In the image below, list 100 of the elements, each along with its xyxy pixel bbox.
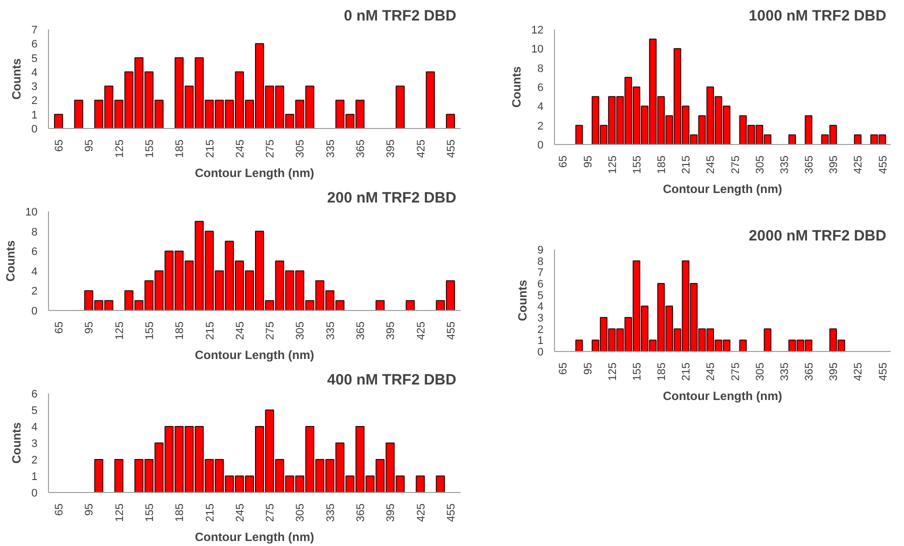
y-tick-label: 6 — [537, 82, 544, 94]
y-axis-title: Counts — [9, 58, 24, 100]
chart-title: 1000 nM TRF2 DBD — [748, 8, 886, 24]
y-tick-label: 2 — [31, 454, 38, 466]
x-axis-title: Contour Length (nm) — [194, 530, 314, 544]
y-tick-label: 9 — [537, 244, 544, 256]
y-tick-label: 5 — [31, 405, 38, 417]
x-tick-label: 275 — [730, 362, 742, 381]
x-tick-label: 185 — [174, 321, 186, 340]
y-tick-label: 1 — [537, 335, 544, 348]
x-tick-label: 65 — [54, 321, 66, 334]
bar — [416, 476, 425, 492]
x-axis-title: Contour Length (nm) — [662, 388, 782, 403]
x-axis-title: Contour Length (nm) — [194, 166, 314, 180]
y-tick-label: 4 — [31, 66, 38, 79]
bar — [396, 86, 405, 128]
y-tick-label: 0 — [537, 140, 544, 152]
bar — [114, 459, 124, 492]
x-tick-label: 155 — [144, 321, 156, 340]
y-tick-label: 8 — [537, 256, 544, 268]
x-tick-label: 95 — [84, 503, 96, 516]
x-tick-label: 215 — [204, 139, 216, 158]
x-tick-label: 95 — [582, 362, 594, 375]
x-tick-label: 215 — [680, 155, 693, 174]
bar — [804, 115, 812, 144]
x-tick-label: 95 — [84, 139, 96, 152]
x-tick-label: 125 — [606, 362, 619, 381]
y-axis-title: Counts — [9, 422, 24, 464]
bar — [446, 114, 455, 128]
x-tick-label: 275 — [264, 503, 277, 522]
x-tick-label: 65 — [558, 155, 570, 168]
x-tick-label: 275 — [730, 155, 742, 174]
y-tick-label: 4 — [537, 101, 544, 114]
x-tick-label: 155 — [631, 155, 644, 174]
x-tick-label: 95 — [582, 155, 594, 168]
x-tick-label: 425 — [415, 139, 428, 158]
x-tick-label: 365 — [355, 503, 368, 522]
x-tick-label: 185 — [656, 155, 668, 174]
x-tick-label: 305 — [294, 139, 307, 158]
x-tick-label: 185 — [174, 139, 186, 158]
y-tick-label: 2 — [31, 286, 38, 298]
x-tick-label: 395 — [828, 362, 840, 381]
y-tick-label: 2 — [537, 120, 544, 132]
x-tick-label: 125 — [114, 321, 126, 340]
x-tick-label: 275 — [264, 139, 277, 158]
x-tick-label: 245 — [234, 321, 246, 340]
x-tick-label: 335 — [324, 503, 337, 522]
bar — [788, 134, 796, 144]
y-tick-label: 2 — [31, 95, 38, 108]
x-tick-label: 125 — [606, 155, 619, 174]
x-tick-label: 425 — [852, 362, 865, 381]
bar — [376, 300, 385, 310]
y-tick-label: 0 — [31, 488, 38, 500]
x-tick-label: 305 — [294, 321, 307, 340]
chart-title: 0 nM TRF2 DBD — [344, 8, 456, 24]
x-tick-label: 455 — [445, 321, 458, 340]
y-tick-label: 5 — [31, 52, 38, 65]
x-tick-label: 305 — [294, 503, 307, 522]
x-tick-label: 155 — [144, 503, 156, 522]
x-tick-label: 425 — [852, 155, 865, 174]
y-tick-label: 4 — [537, 301, 544, 314]
x-tick-label: 215 — [204, 321, 216, 340]
x-tick-label: 455 — [877, 362, 890, 381]
y-tick-label: 0 — [31, 306, 38, 318]
y-tick-label: 7 — [31, 24, 38, 36]
y-tick-label: 4 — [31, 422, 38, 434]
y-tick-label: 1 — [31, 471, 38, 483]
x-tick-label: 65 — [54, 139, 66, 152]
y-tick-label: 4 — [31, 266, 38, 278]
x-tick-label: 155 — [631, 362, 644, 381]
y-axis-title: Counts — [515, 280, 530, 322]
x-tick-label: 95 — [84, 321, 96, 334]
x-tick-label: 455 — [877, 155, 890, 174]
x-axis-title: Contour Length (nm) — [662, 182, 782, 196]
bar — [739, 340, 747, 352]
bar — [54, 114, 64, 128]
bar — [406, 300, 415, 310]
x-tick-label: 245 — [234, 139, 246, 158]
y-tick-label: 2 — [537, 324, 544, 336]
x-tick-label: 335 — [778, 362, 791, 381]
x-tick-label: 125 — [114, 503, 126, 522]
y-tick-label: 1 — [31, 109, 38, 122]
x-tick-label: 335 — [778, 155, 791, 174]
y-tick-label: 8 — [537, 62, 544, 75]
bar — [74, 100, 84, 128]
x-tick-label: 395 — [385, 321, 398, 340]
y-tick-label: 10 — [531, 44, 544, 56]
x-tick-label: 305 — [754, 155, 766, 174]
x-tick-label: 215 — [680, 362, 693, 381]
x-axis-title: Contour Length (nm) — [194, 348, 314, 362]
x-tick-label: 305 — [754, 362, 766, 381]
x-tick-label: 455 — [445, 139, 458, 158]
x-tick-label: 425 — [415, 321, 428, 340]
bar — [436, 476, 445, 492]
x-tick-label: 365 — [804, 362, 816, 381]
y-tick-label: 6 — [31, 246, 38, 258]
bar — [94, 459, 104, 492]
x-tick-label: 185 — [174, 503, 186, 522]
x-tick-label: 215 — [204, 503, 216, 522]
y-axis-title: Counts — [3, 240, 18, 282]
